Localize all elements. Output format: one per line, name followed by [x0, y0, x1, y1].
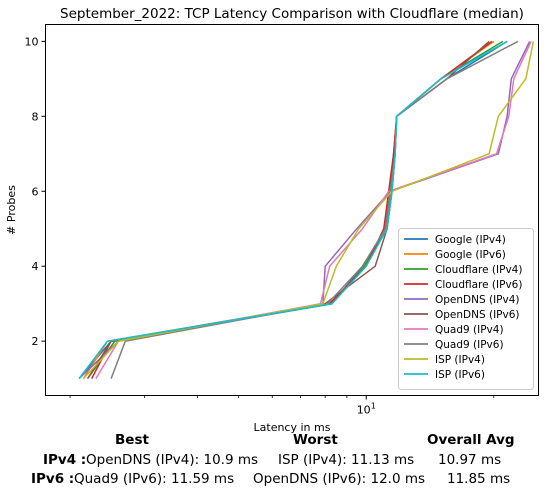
legend-label-0: Google (IPv4)	[435, 234, 506, 246]
legend-label-8: ISP (IPv4)	[435, 354, 485, 366]
legend-label-4: OpenDNS (IPv4)	[435, 294, 520, 306]
plot-frame	[45, 24, 539, 396]
y-tick-label-1: 4	[32, 260, 39, 273]
chart-title: September_2022: TCP Latency Comparison w…	[60, 6, 524, 22]
y-axis-label: # Probes	[5, 185, 18, 235]
legend-label-2: Cloudflare (IPv4)	[435, 264, 522, 276]
legend-label-3: Cloudflare (IPv6)	[435, 279, 522, 291]
y-tick-label-2: 6	[32, 185, 39, 198]
y-axis: 2 4 6 8 10	[25, 35, 46, 348]
series-line-7	[110, 40, 519, 379]
legend: Google (IPv4) Google (IPv6) Cloudflare (IP…	[398, 228, 534, 390]
legend-box	[398, 228, 534, 390]
legend-label-1: Google (IPv6)	[435, 249, 506, 261]
y-tick-label-0: 2	[32, 335, 39, 348]
legend-label-6: Quad9 (IPv4)	[435, 324, 504, 336]
legend-label-5: OpenDNS (IPv6)	[435, 309, 520, 321]
legend-label-7: Quad9 (IPv6)	[435, 339, 504, 351]
x-tick-label: 101	[357, 402, 376, 417]
x-axis-label: Latency in ms	[254, 421, 331, 434]
series-line-9	[78, 40, 508, 380]
legend-label-9: ISP (IPv6)	[435, 369, 485, 381]
series-lines	[78, 40, 535, 380]
x-axis: 101	[69, 395, 495, 417]
y-tick-label-4: 10	[25, 35, 39, 48]
y-tick-label-3: 8	[32, 110, 39, 123]
